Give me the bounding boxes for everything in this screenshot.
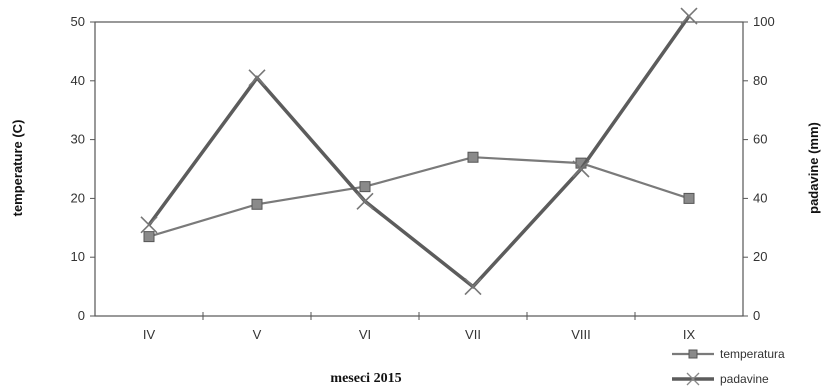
x-tick-label: VI xyxy=(359,327,371,342)
legend-marker-temperatura xyxy=(688,349,698,359)
series-line-padavine xyxy=(147,15,691,289)
y-axis-title-left: temperature (C) xyxy=(10,120,25,217)
point-temperatura xyxy=(467,151,479,163)
left-tick-label: 50 xyxy=(71,14,85,29)
point-padavine xyxy=(356,192,374,210)
x-tick-label: IX xyxy=(683,327,696,342)
right-tick-label: 100 xyxy=(753,14,775,29)
point-padavine xyxy=(464,278,482,296)
point-temperatura xyxy=(251,198,263,210)
point-stroke xyxy=(248,69,266,87)
legend-marker-padavine xyxy=(686,372,700,386)
point-stroke xyxy=(140,216,158,234)
point-stroke xyxy=(356,192,374,210)
x-tick-label: VIII xyxy=(571,327,591,342)
x-axis-title: meseci 2015 xyxy=(330,371,401,386)
point-padavine xyxy=(680,7,698,25)
left-tick-label: 40 xyxy=(71,73,85,88)
series-layer xyxy=(140,7,698,296)
legend: temperatura padavine xyxy=(672,347,785,386)
legend-marker-stroke xyxy=(686,372,700,386)
x-axis: IV V VI VII VIII IX xyxy=(143,312,696,342)
point-padavine xyxy=(572,160,590,178)
x-tick-label: VII xyxy=(465,327,481,342)
left-tick-label: 0 xyxy=(78,308,85,323)
left-tick-label: 20 xyxy=(71,190,85,205)
point-stroke xyxy=(572,160,590,178)
point-padavine xyxy=(140,216,158,234)
left-tick-label: 10 xyxy=(71,249,85,264)
point-padavine xyxy=(248,69,266,87)
legend-label-padavine: padavine xyxy=(720,372,769,386)
left-tick-label: 30 xyxy=(71,132,85,147)
x-tick-label: V xyxy=(253,327,262,342)
point-stroke xyxy=(680,7,698,25)
point-temperatura xyxy=(359,181,371,193)
right-tick-label: 20 xyxy=(753,249,767,264)
right-tick-label: 80 xyxy=(753,73,767,88)
legend-label-temperatura: temperatura xyxy=(720,347,785,361)
y-axis-title-right: padavine (mm) xyxy=(806,122,821,214)
right-axis: 0 20 40 60 80 100 xyxy=(743,14,775,323)
right-tick-label: 40 xyxy=(753,190,767,205)
left-axis: 0 10 20 30 40 50 xyxy=(71,14,95,323)
point-temperatura xyxy=(143,231,155,243)
point-temperatura xyxy=(683,192,695,204)
point-stroke xyxy=(464,278,482,296)
series-line-temperatura xyxy=(148,156,690,238)
right-tick-label: 0 xyxy=(753,308,760,323)
x-tick-label: IV xyxy=(143,327,156,342)
right-tick-label: 60 xyxy=(753,132,767,147)
